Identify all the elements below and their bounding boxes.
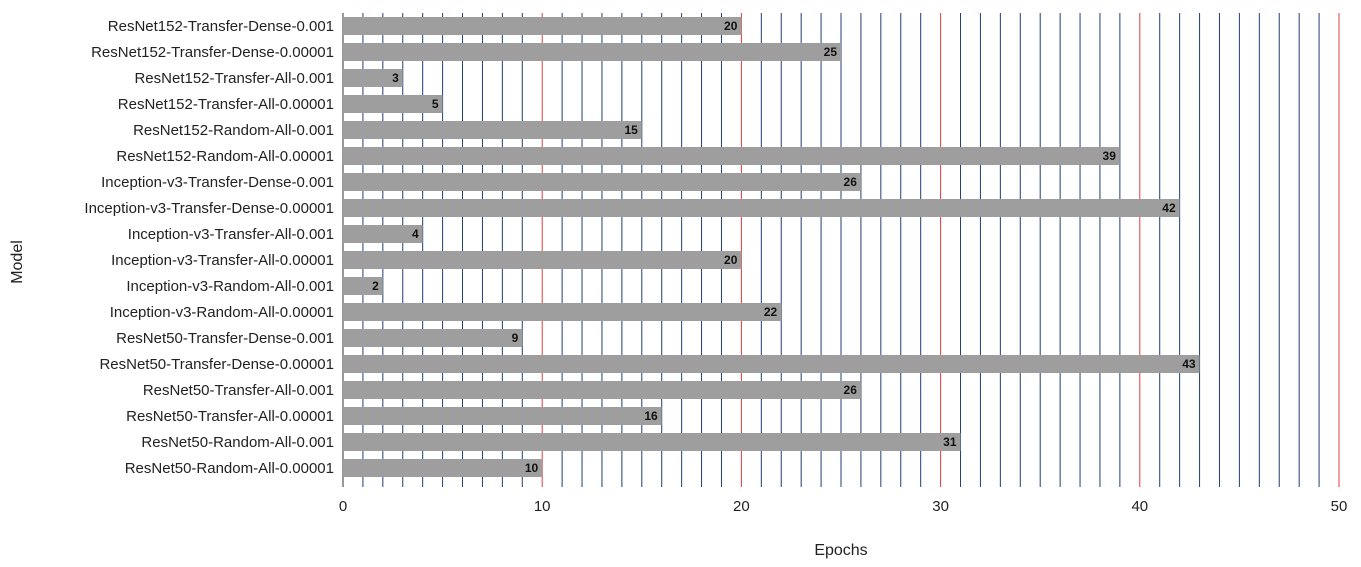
bar-value-label: 25 bbox=[824, 45, 838, 59]
bar-value-label: 39 bbox=[1103, 149, 1117, 163]
bar bbox=[343, 277, 383, 295]
category-label: ResNet50-Random-All-0.001 bbox=[141, 434, 334, 451]
bar-value-label: 31 bbox=[943, 435, 957, 449]
category-label: ResNet50-Transfer-All-0.001 bbox=[143, 382, 334, 399]
bar bbox=[343, 329, 523, 347]
bar-value-label: 22 bbox=[764, 305, 778, 319]
category-label: ResNet50-Random-All-0.00001 bbox=[125, 460, 334, 477]
bar-value-label: 20 bbox=[724, 19, 738, 33]
bar-value-label: 16 bbox=[644, 409, 658, 423]
category-label: ResNet152-Random-All-0.00001 bbox=[116, 148, 334, 165]
x-tick-label: 30 bbox=[932, 498, 949, 515]
category-label: ResNet152-Random-All-0.001 bbox=[133, 122, 334, 139]
bar-value-label: 5 bbox=[432, 97, 439, 111]
bar bbox=[343, 69, 403, 87]
bar-value-label: 4 bbox=[412, 227, 419, 241]
bar bbox=[343, 95, 443, 113]
category-label: Inception-v3-Random-All-0.00001 bbox=[110, 304, 334, 321]
category-label: ResNet152-Transfer-All-0.00001 bbox=[118, 96, 334, 113]
bar bbox=[343, 121, 642, 139]
category-label: Inception-v3-Random-All-0.001 bbox=[126, 278, 334, 295]
bar-value-label: 15 bbox=[624, 123, 638, 137]
bar bbox=[343, 147, 1120, 165]
bar bbox=[343, 355, 1200, 373]
x-axis-title: Epochs bbox=[814, 542, 867, 559]
bar bbox=[343, 407, 662, 425]
bar bbox=[343, 199, 1180, 217]
category-label: ResNet50-Transfer-Dense-0.001 bbox=[116, 330, 334, 347]
bar-value-label: 42 bbox=[1162, 201, 1176, 215]
category-label: Inception-v3-Transfer-Dense-0.00001 bbox=[84, 200, 334, 217]
bar bbox=[343, 251, 742, 269]
category-label: ResNet50-Transfer-Dense-0.00001 bbox=[99, 356, 334, 373]
bar bbox=[343, 459, 543, 477]
category-label: Inception-v3-Transfer-All-0.001 bbox=[128, 226, 334, 243]
bar bbox=[343, 43, 841, 61]
bar bbox=[343, 225, 423, 243]
bar-value-label: 2 bbox=[372, 279, 379, 293]
bar bbox=[343, 433, 961, 451]
bar bbox=[343, 173, 861, 191]
bar-value-label: 26 bbox=[844, 383, 858, 397]
bar-value-label: 10 bbox=[525, 461, 539, 475]
bar-value-label: 43 bbox=[1182, 357, 1196, 371]
bar bbox=[343, 17, 742, 35]
category-label: ResNet152-Transfer-Dense-0.001 bbox=[108, 18, 334, 35]
category-labels: ResNet152-Transfer-Dense-0.001 ResNet152-… bbox=[84, 18, 334, 477]
x-axis-ticks: 0 10 20 30 40 50 bbox=[339, 498, 1348, 515]
bar-value-label: 9 bbox=[512, 331, 519, 345]
category-label: ResNet152-Transfer-All-0.001 bbox=[134, 70, 334, 87]
x-tick-label: 50 bbox=[1331, 498, 1348, 515]
bar-value-label: 3 bbox=[392, 71, 399, 85]
x-tick-label: 0 bbox=[339, 498, 347, 515]
bar-value-label: 26 bbox=[844, 175, 858, 189]
bar bbox=[343, 303, 782, 321]
x-tick-label: 20 bbox=[733, 498, 750, 515]
x-tick-label: 40 bbox=[1131, 498, 1148, 515]
x-tick-label: 10 bbox=[534, 498, 551, 515]
bar bbox=[343, 381, 861, 399]
category-label: Inception-v3-Transfer-All-0.00001 bbox=[111, 252, 334, 269]
bar-value-label: 20 bbox=[724, 253, 738, 267]
category-label: ResNet152-Transfer-Dense-0.00001 bbox=[91, 44, 334, 61]
category-label: ResNet50-Transfer-All-0.00001 bbox=[126, 408, 334, 425]
y-axis-title: Model bbox=[9, 240, 26, 284]
category-label: Inception-v3-Transfer-Dense-0.001 bbox=[101, 174, 334, 191]
